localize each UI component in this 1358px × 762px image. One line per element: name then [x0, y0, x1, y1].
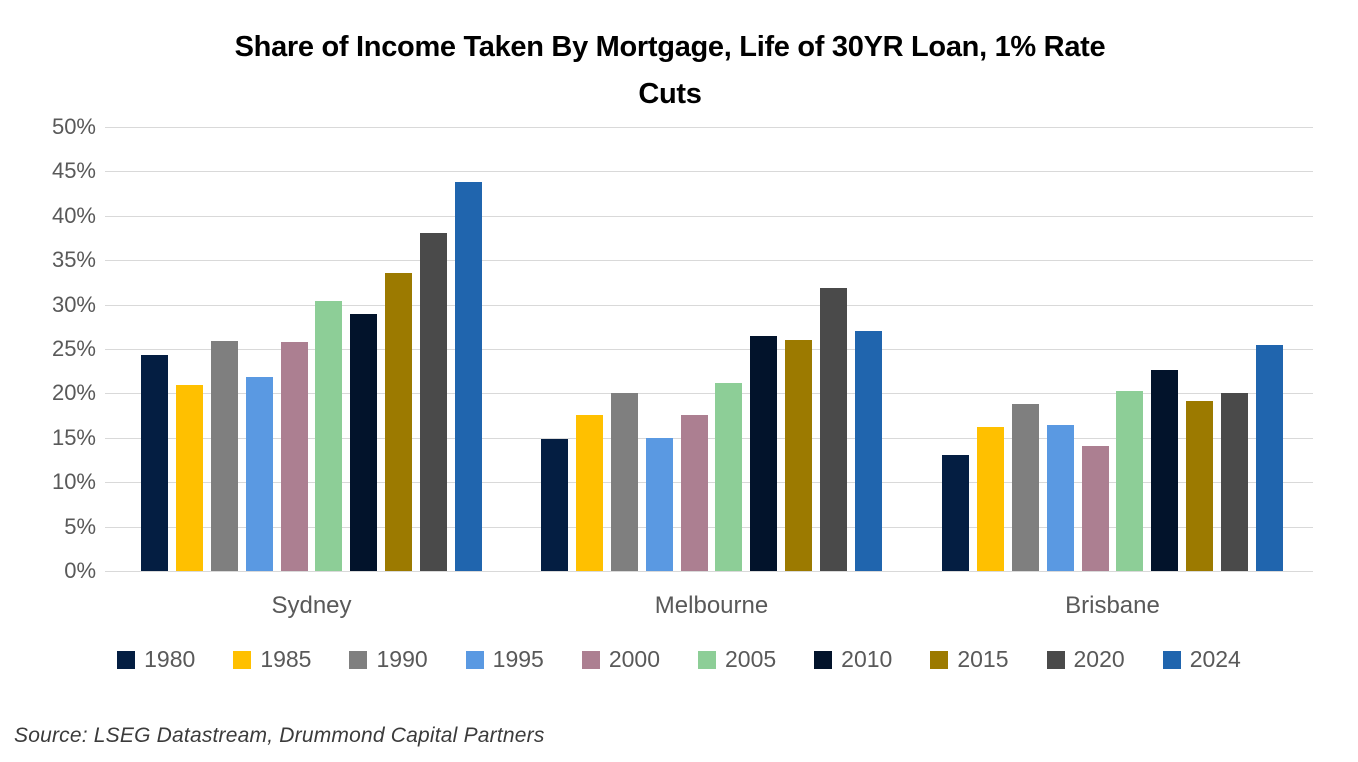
source-note: Source: LSEG Datastream, Drummond Capita… [14, 724, 545, 747]
gridline-5 [105, 526, 1313, 528]
legend-label-1980: 1980 [144, 646, 196, 672]
gridline-30 [105, 304, 1313, 306]
bar-brisbane-2015 [1186, 400, 1214, 571]
legend-swatch-1990 [349, 650, 368, 669]
bar-melbourne-1995 [645, 437, 673, 571]
legend-label-2010: 2010 [841, 646, 893, 672]
category-label-melbourne: Melbourne [654, 592, 769, 619]
bar-melbourne-2000 [680, 414, 708, 571]
bar-melbourne-2015 [785, 340, 813, 571]
legend-item-2020: 2020 [1046, 646, 1125, 673]
bar-brisbane-2005 [1116, 390, 1144, 571]
bar-sydney-2024 [454, 182, 482, 571]
legend-swatch-2015 [930, 650, 949, 669]
chart-title-line1: Share of Income Taken By Mortgage, Life … [234, 31, 1106, 63]
bar-brisbane-2010 [1151, 370, 1179, 571]
y-axis-tick-label: 40% [51, 202, 96, 228]
bar-sydney-1995 [245, 377, 273, 571]
legend-item-2000: 2000 [581, 646, 660, 673]
category-label-sydney: Sydney [271, 592, 352, 619]
y-axis-tick-label: 50% [51, 114, 96, 139]
legend-label-2024: 2024 [1189, 646, 1241, 672]
legend-item-1985: 1985 [233, 646, 311, 673]
gridline-0 [105, 571, 1313, 572]
legend-item-2005: 2005 [698, 646, 776, 673]
y-axis-tick-label: 0% [64, 558, 96, 583]
legend-swatch-1985 [233, 650, 252, 669]
legend-swatch-1995 [465, 650, 484, 669]
chart-title: Share of Income Taken By Mortgage, Life … [0, 24, 1340, 118]
gridline-45 [105, 171, 1313, 173]
legend-item-2015: 2015 [930, 646, 1009, 673]
category-label-brisbane: Brisbane [1065, 592, 1160, 619]
bar-brisbane-2020 [1221, 392, 1248, 571]
bar-brisbane-2000 [1081, 445, 1109, 571]
y-axis-tick-label: 25% [51, 336, 96, 361]
bar-group-melbourne [541, 127, 882, 571]
y-axis-tick-label: 30% [51, 291, 96, 317]
legend-swatch-2020 [1046, 650, 1065, 669]
legend-label-2020: 2020 [1073, 646, 1125, 672]
bar-brisbane-1980 [942, 454, 969, 571]
y-axis-tick-label: 10% [51, 469, 96, 495]
bar-melbourne-2005 [715, 382, 743, 571]
bar-sydney-2005 [315, 301, 343, 571]
y-axis-tick-label: 15% [51, 424, 96, 450]
legend-label-2015: 2015 [957, 646, 1009, 672]
legend-swatch-2024 [1162, 650, 1181, 669]
y-axis-tick-label: 35% [51, 247, 96, 273]
gridline-40 [105, 215, 1313, 217]
gridline-50 [105, 127, 1313, 128]
gridline-35 [105, 260, 1313, 262]
legend-swatch-2000 [581, 650, 600, 669]
legend-label-1985: 1985 [260, 646, 312, 672]
legend-swatch-1980 [117, 650, 136, 669]
bar-sydney-2010 [350, 313, 378, 571]
y-axis-tick-label: 45% [51, 158, 96, 184]
chart-title-line2: Cuts [638, 78, 702, 110]
bar-sydney-2000 [280, 341, 308, 571]
legend-item-1990: 1990 [349, 646, 428, 673]
bar-group-sydney [141, 127, 482, 571]
y-axis-tick-label: 20% [51, 380, 96, 406]
bar-melbourne-1990 [610, 393, 638, 571]
bar-sydney-1980 [141, 355, 168, 571]
bar-melbourne-2024 [854, 331, 882, 571]
legend: 1980 1985 1990 1995 2000 2005 2010 2015 2020 2024 [0, 646, 1358, 673]
legend-label-1990: 1990 [376, 646, 428, 672]
bar-melbourne-2010 [750, 335, 778, 571]
bar-melbourne-1985 [575, 414, 603, 571]
legend-item-1980: 1980 [117, 646, 195, 673]
legend-item-2024: 2024 [1162, 646, 1241, 673]
bar-brisbane-2024 [1255, 345, 1283, 571]
legend-item-2010: 2010 [814, 646, 892, 673]
bar-melbourne-2020 [820, 287, 847, 571]
bar-brisbane-1990 [1011, 404, 1039, 571]
bar-melbourne-1980 [541, 438, 568, 571]
legend-label-2005: 2005 [725, 646, 777, 672]
bar-sydney-2020 [420, 232, 447, 571]
legend-item-1995: 1995 [465, 646, 544, 673]
gridline-10 [105, 482, 1313, 484]
legend-swatch-2010 [814, 650, 833, 669]
gridline-25 [105, 349, 1313, 350]
bar-brisbane-1985 [976, 427, 1004, 571]
gridline-15 [105, 437, 1313, 439]
legend-label-2000: 2000 [608, 646, 660, 672]
legend-swatch-2005 [698, 650, 716, 669]
bar-sydney-1985 [175, 384, 203, 571]
bar-sydney-1990 [210, 341, 238, 571]
legend-label-1995: 1995 [492, 646, 544, 672]
bar-sydney-2015 [385, 272, 413, 571]
bar-group-brisbane [942, 127, 1283, 571]
y-axis-tick-label: 5% [64, 513, 96, 539]
gridline-20 [105, 393, 1313, 395]
bar-brisbane-1995 [1046, 424, 1074, 571]
